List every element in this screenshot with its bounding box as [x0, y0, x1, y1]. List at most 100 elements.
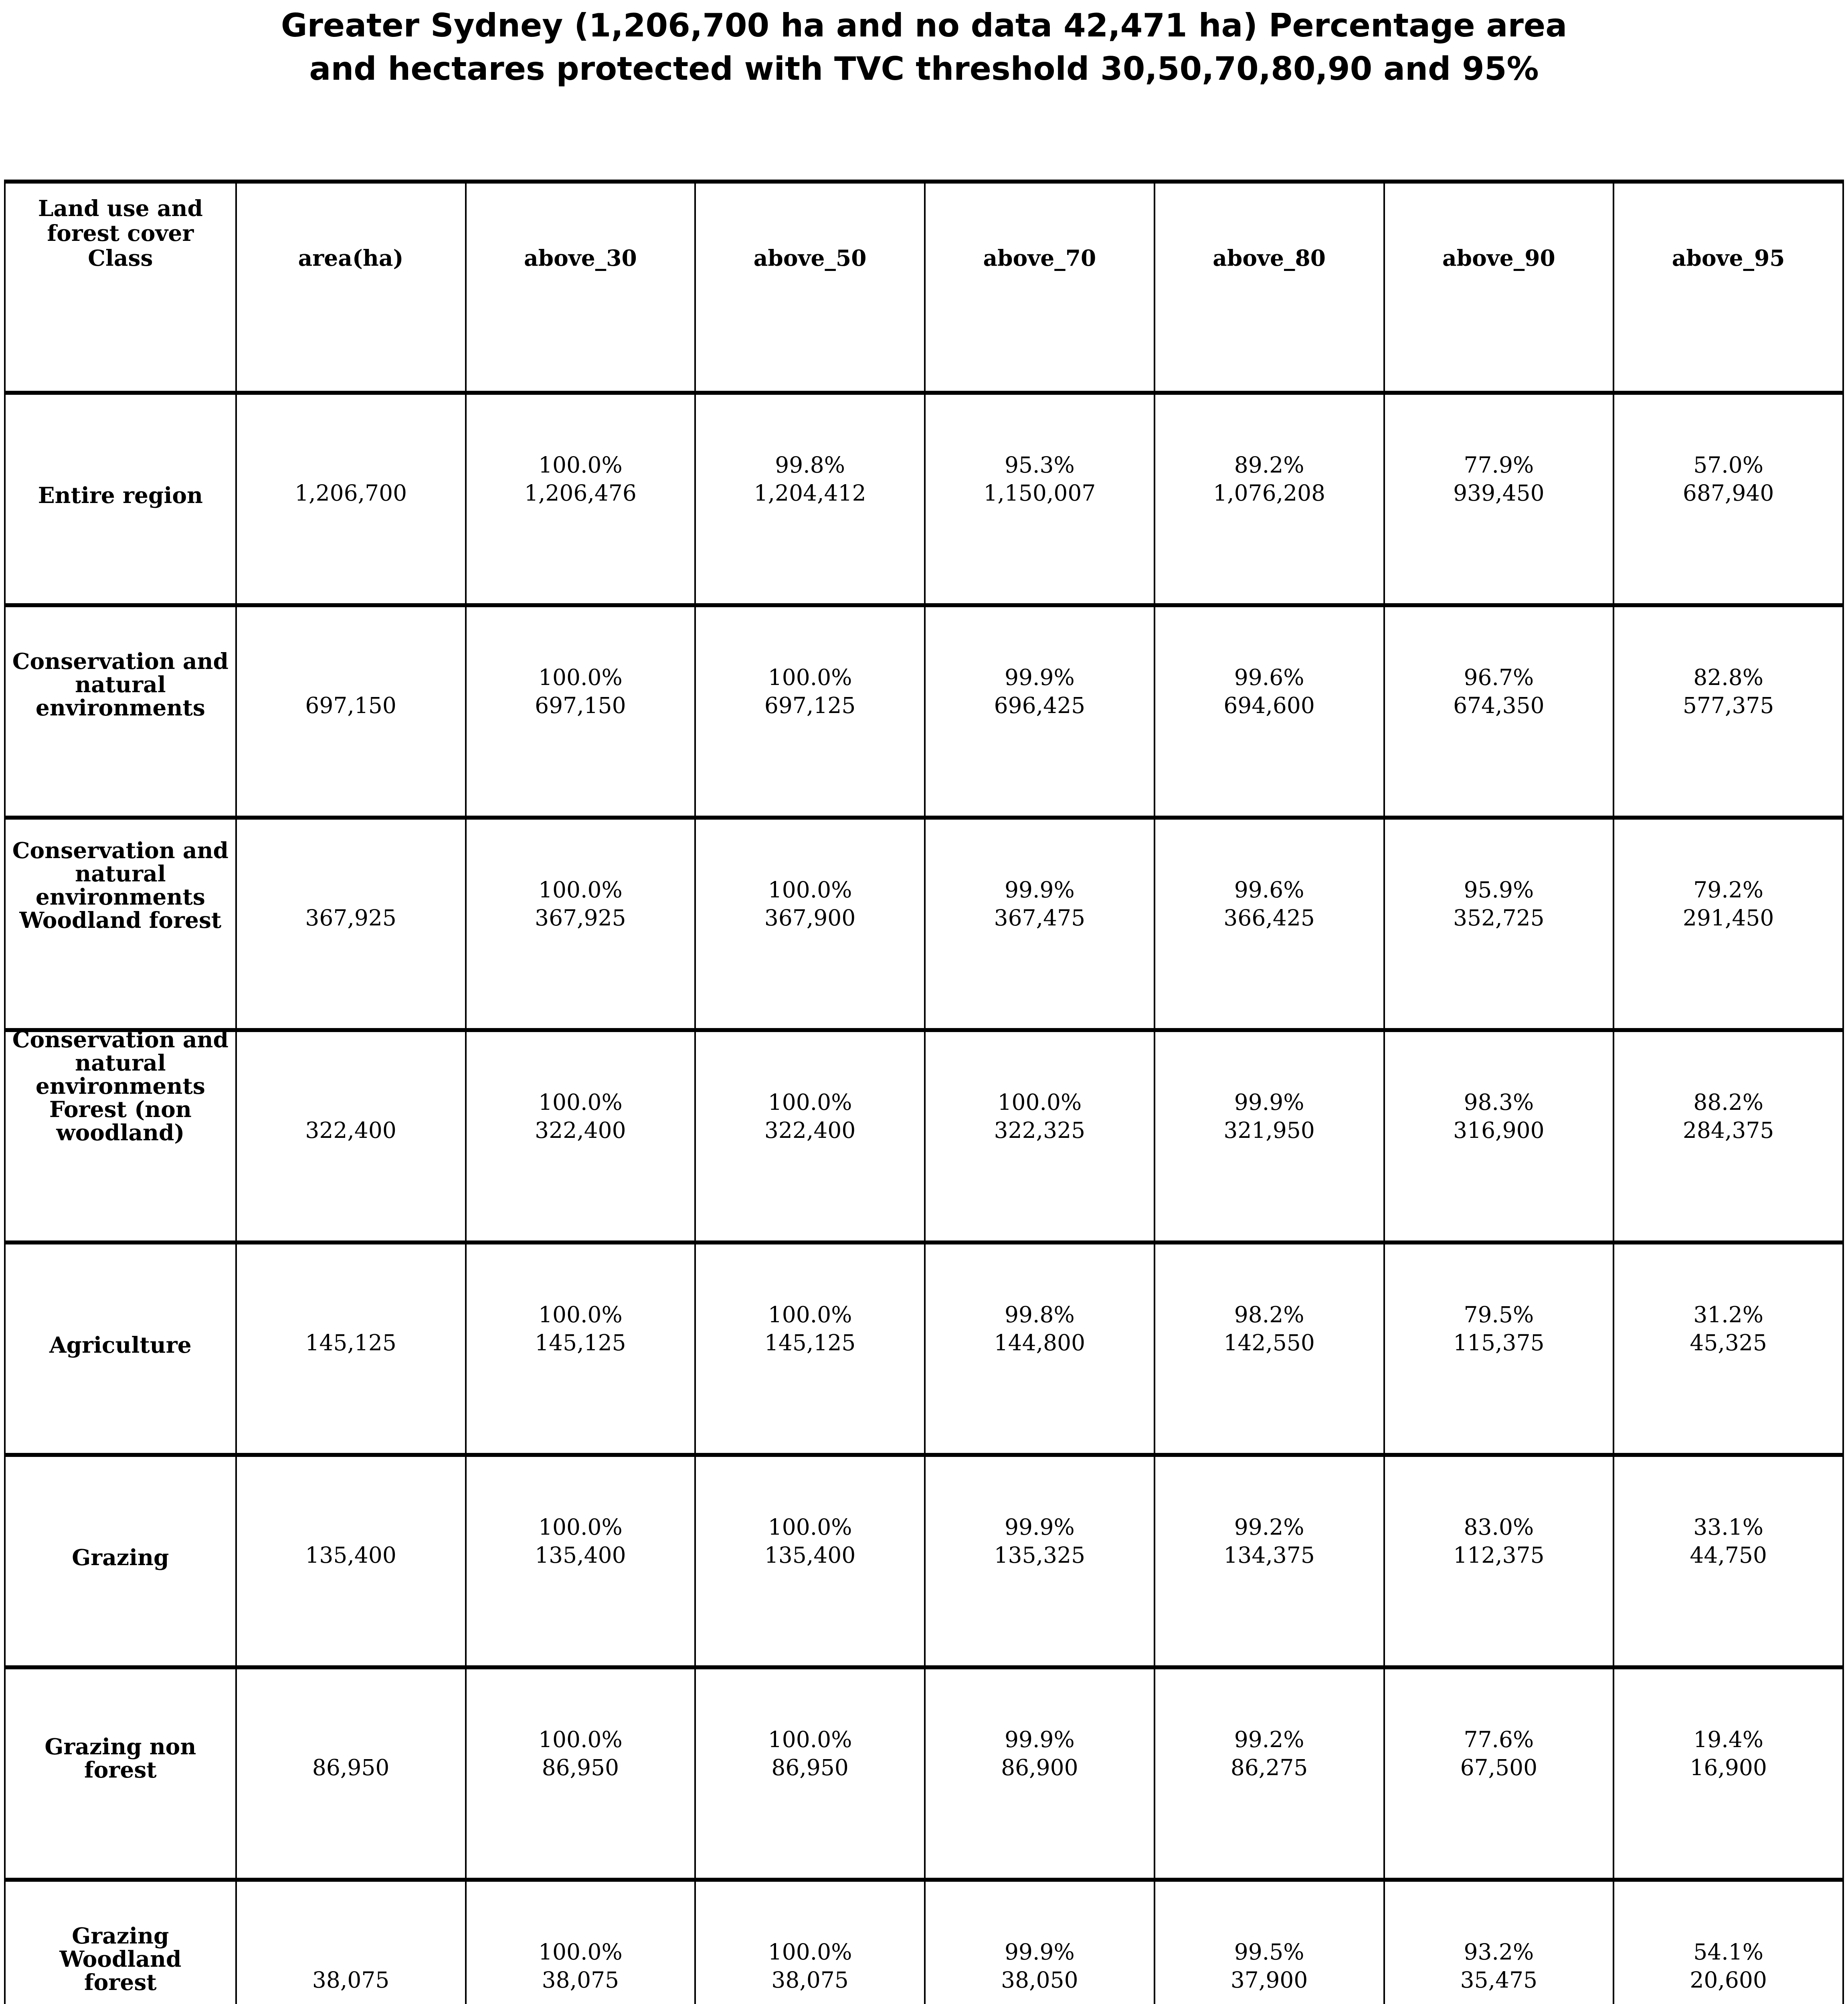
pct-ha-cell: 100.0% 135,400: [465, 1457, 695, 1665]
percent-value: 82.8%: [1693, 665, 1763, 690]
page-title: Greater Sydney (1,206,700 ha and no data…: [0, 4, 1848, 91]
pct-ha-cell: 100.0% 322,400: [465, 1032, 695, 1240]
percent-value: 100.0%: [768, 1939, 852, 1965]
hectares-value: 86,950: [771, 1755, 849, 1780]
percent-value: 100.0%: [538, 665, 623, 690]
pct-ha-cell: 100.0% 38,075: [465, 1882, 695, 2004]
pct-ha-cell: 99.2% 134,375: [1153, 1457, 1383, 1665]
pct-ha-cell: 99.8% 1,204,412: [694, 395, 924, 603]
hectares-value: 316,900: [1453, 1117, 1545, 1143]
hectares-value: 20,600: [1690, 1967, 1767, 1993]
hectares-value: 135,325: [994, 1542, 1086, 1568]
label-cell: Entire region: [6, 395, 235, 603]
percent-value: 77.9%: [1464, 452, 1534, 478]
hectares-value: 134,375: [1223, 1542, 1315, 1568]
percent-value: 99.9%: [1005, 1514, 1075, 1540]
hectares-value: 142,550: [1223, 1330, 1315, 1356]
table-row: Entire region 1,206,700 100.0% 1,206,476 …: [6, 395, 1842, 607]
hectares-value: 135,400: [764, 1542, 856, 1568]
percent-value: 99.2%: [1234, 1514, 1304, 1540]
row-label: Grazing Woodland forest: [59, 1923, 182, 1995]
percent-value: 100.0%: [768, 1514, 852, 1540]
hectares-value: 38,050: [1001, 1967, 1078, 1993]
pct-ha-cell: 77.6% 67,500: [1383, 1669, 1613, 1878]
label-cell: Agriculture: [6, 1244, 235, 1453]
hectares-value: 112,375: [1453, 1542, 1545, 1568]
pct-ha-cell: 79.2% 291,450: [1613, 820, 1842, 1028]
area-value: 367,925: [305, 905, 396, 931]
percent-value: 95.9%: [1464, 877, 1534, 903]
hectares-value: 321,950: [1223, 1117, 1315, 1143]
hectares-value: 694,600: [1223, 693, 1315, 718]
pct-ha-cell: 99.9% 86,900: [924, 1669, 1154, 1878]
table-row: Conservation and natural environments Wo…: [6, 820, 1842, 1032]
pct-ha-cell: 100.0% 697,125: [694, 607, 924, 816]
area-cell: 1,206,700: [235, 395, 465, 603]
percent-value: 100.0%: [538, 1302, 623, 1327]
label-cell: Grazing Woodland forest: [6, 1882, 235, 2004]
column-header-label: above_95: [1672, 245, 1785, 271]
area-cell: 135,400: [235, 1457, 465, 1665]
percent-value: 99.8%: [775, 452, 845, 478]
pct-ha-cell: 100.0% 322,325: [924, 1032, 1154, 1240]
hectares-value: 697,125: [764, 693, 856, 718]
pct-ha-cell: 79.5% 115,375: [1383, 1244, 1613, 1453]
pct-ha-cell: 99.6% 366,425: [1153, 820, 1383, 1028]
percent-value: 99.6%: [1234, 877, 1304, 903]
pct-ha-cell: 100.0% 86,950: [465, 1669, 695, 1878]
pct-ha-cell: 99.8% 144,800: [924, 1244, 1154, 1453]
label-cell: Conservation and natural environments Wo…: [6, 820, 235, 1028]
column-header-above-50: above_50: [694, 184, 924, 391]
row-label: Agriculture: [49, 1332, 192, 1358]
hectares-value: 1,076,208: [1213, 480, 1326, 506]
pct-ha-cell: 100.0% 38,075: [694, 1882, 924, 2004]
hectares-value: 45,325: [1690, 1330, 1767, 1356]
hectares-value: 115,375: [1453, 1330, 1545, 1356]
percent-value: 99.8%: [1005, 1302, 1075, 1327]
hectares-value: 674,350: [1453, 693, 1545, 718]
pct-ha-cell: 33.1% 44,750: [1613, 1457, 1842, 1665]
hectares-value: 367,475: [994, 905, 1086, 931]
hectares-value: 696,425: [994, 693, 1086, 718]
pct-ha-cell: 100.0% 135,400: [694, 1457, 924, 1665]
hectares-value: 366,425: [1223, 905, 1315, 931]
area-value: 1,206,700: [295, 480, 407, 506]
hectares-value: 145,125: [764, 1330, 856, 1356]
pct-ha-cell: 100.0% 322,400: [694, 1032, 924, 1240]
pct-ha-cell: 31.2% 45,325: [1613, 1244, 1842, 1453]
column-header-class: Land use and forest cover Class: [6, 184, 235, 391]
percent-value: 100.0%: [538, 1514, 623, 1540]
pct-ha-cell: 98.3% 316,900: [1383, 1032, 1613, 1240]
label-cell: Conservation and natural environments Fo…: [6, 1028, 235, 1240]
area-cell: 367,925: [235, 820, 465, 1028]
title-line-1: Greater Sydney (1,206,700 ha and no data…: [281, 7, 1567, 44]
hectares-value: 352,725: [1453, 905, 1545, 931]
hectares-value: 1,206,476: [524, 480, 637, 506]
hectares-value: 44,750: [1690, 1542, 1767, 1568]
percent-value: 96.7%: [1464, 665, 1534, 690]
hectares-value: 322,325: [994, 1117, 1086, 1143]
area-cell: 145,125: [235, 1244, 465, 1453]
percent-value: 31.2%: [1693, 1302, 1763, 1327]
table-row: Conservation and natural environments 69…: [6, 607, 1842, 820]
hectares-value: 322,400: [764, 1117, 856, 1143]
hectares-value: 1,204,412: [754, 480, 866, 506]
row-label: Grazing non forest: [44, 1733, 196, 1783]
pct-ha-cell: 19.4% 16,900: [1613, 1669, 1842, 1878]
hectares-value: 35,475: [1460, 1967, 1538, 1993]
row-label: Entire region: [38, 482, 203, 508]
table-row: Conservation and natural environments Fo…: [6, 1028, 1842, 1244]
column-header-label: area(ha): [298, 245, 404, 271]
column-header-above-70: above_70: [924, 184, 1154, 391]
percent-value: 77.6%: [1464, 1727, 1534, 1752]
percent-value: 100.0%: [997, 1089, 1082, 1115]
hectares-value: 1,150,007: [983, 480, 1096, 506]
percent-value: 99.9%: [1005, 1939, 1075, 1965]
pct-ha-cell: 100.0% 1,206,476: [465, 395, 695, 603]
pct-ha-cell: 98.2% 142,550: [1153, 1244, 1383, 1453]
column-header-label: above_30: [524, 245, 637, 271]
percent-value: 79.5%: [1464, 1302, 1534, 1327]
hectares-value: 86,900: [1001, 1755, 1078, 1780]
row-label: Conservation and natural environments Fo…: [12, 1026, 228, 1145]
